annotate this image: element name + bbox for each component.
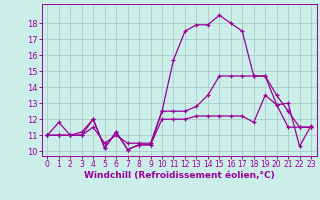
X-axis label: Windchill (Refroidissement éolien,°C): Windchill (Refroidissement éolien,°C) (84, 171, 275, 180)
